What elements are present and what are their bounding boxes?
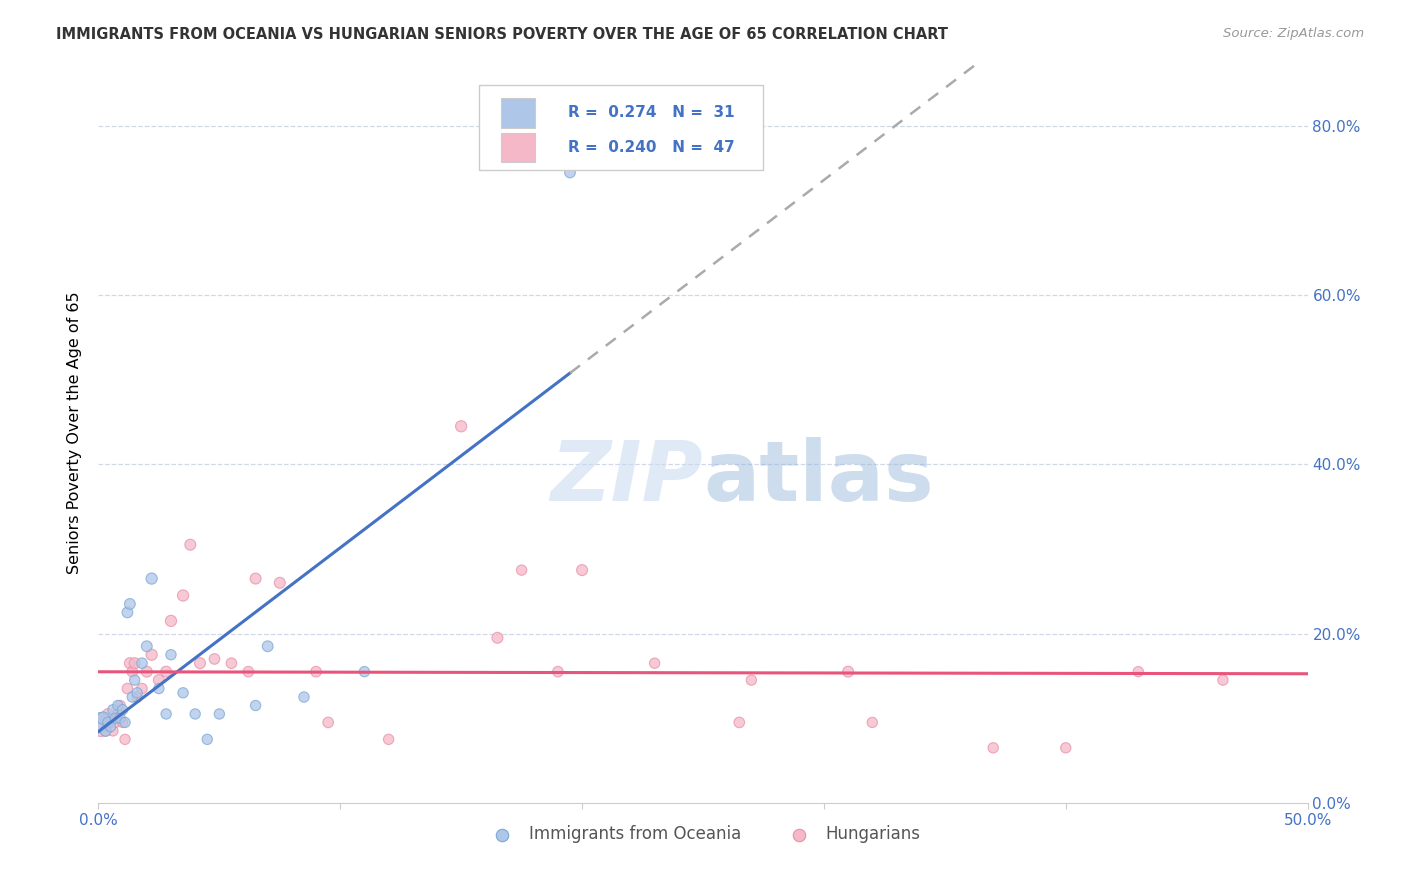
Point [155,665,177,679]
Point [90,715,112,730]
Text: ZIP: ZIP [550,436,703,517]
Point [131,656,153,670]
Text: R =  0.274   N =  31: R = 0.274 N = 31 [568,105,734,120]
Point [195,732,218,747]
Point [256,640,278,654]
Point [238,665,260,679]
Point [91,711,114,725]
Point [108,711,131,725]
Text: Source: ZipAtlas.com: Source: ZipAtlas.com [1223,27,1364,40]
Point [107,698,129,713]
Point [117,606,139,620]
Point [1128,665,1150,679]
Point [486,631,509,645]
Point [124,673,146,687]
Point [104,711,127,725]
Point [245,698,267,713]
Point [94,723,117,738]
Point [269,575,291,590]
Point [172,589,194,603]
Point [90,720,112,734]
Point [837,665,859,679]
Text: IMMIGRANTS FROM OCEANIA VS HUNGARIAN SENIORS POVERTY OVER THE AGE OF 65 CORRELAT: IMMIGRANTS FROM OCEANIA VS HUNGARIAN SEN… [56,27,948,42]
Point [104,715,127,730]
Point [571,563,593,577]
Point [114,732,136,747]
Point [188,656,211,670]
Point [981,740,1004,755]
Point [111,703,134,717]
Point [97,706,120,721]
Point [305,665,328,679]
Bar [501,133,534,162]
Point [101,703,124,717]
Point [148,681,170,696]
Point [547,665,569,679]
Point [100,720,122,734]
Point [117,681,139,696]
Point [155,706,177,721]
Point [121,690,143,704]
Point [135,640,157,654]
Point [1212,673,1234,687]
Point [100,715,122,730]
Point [94,723,117,738]
Y-axis label: Seniors Poverty Over the Age of 65: Seniors Poverty Over the Age of 65 [67,292,83,574]
Point [179,538,201,552]
Legend: Immigrants from Oceania, Hungarians: Immigrants from Oceania, Hungarians [478,819,928,850]
Point [353,665,375,679]
Point [510,563,533,577]
Point [450,419,472,434]
Point [107,706,129,721]
Point [245,572,267,586]
Point [131,681,153,696]
Point [1054,740,1077,755]
Point [108,698,131,713]
Point [644,656,666,670]
Point [111,715,134,730]
Point [127,690,149,704]
Point [292,690,315,704]
Point [124,656,146,670]
Point [160,614,183,628]
Point [121,665,143,679]
Point [377,732,399,747]
Point [728,715,751,730]
Point [114,715,136,730]
Point [160,648,183,662]
Point [558,165,581,179]
Bar [501,98,534,128]
Point [172,686,194,700]
Point [101,723,124,738]
Point [740,673,762,687]
Point [141,648,163,662]
Point [91,711,114,725]
Point [860,715,883,730]
Text: atlas: atlas [703,436,934,517]
Point [204,652,226,666]
Point [135,665,157,679]
Text: R =  0.240   N =  47: R = 0.240 N = 47 [568,140,734,155]
Point [221,656,243,670]
Point [184,706,207,721]
Point [118,597,141,611]
Point [208,706,231,721]
Point [97,715,120,730]
FancyBboxPatch shape [479,85,763,169]
Point [316,715,339,730]
Point [148,673,170,687]
Point [118,656,141,670]
Point [141,572,163,586]
Point [127,686,149,700]
